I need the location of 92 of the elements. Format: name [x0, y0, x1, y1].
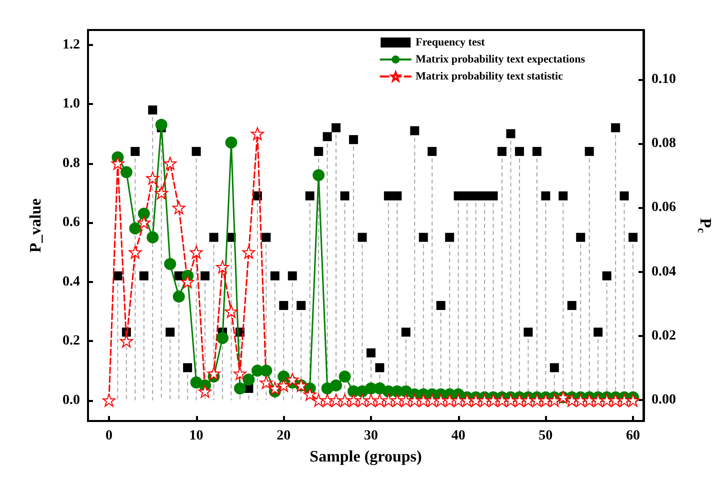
point — [541, 191, 550, 200]
point — [558, 191, 568, 200]
point — [338, 370, 351, 383]
point — [454, 191, 463, 200]
point — [375, 363, 384, 372]
point — [340, 191, 350, 200]
point — [620, 191, 629, 200]
y2-tick-label: 0.00 — [652, 392, 676, 408]
point — [410, 126, 420, 136]
x-tick-label: 30 — [364, 428, 378, 444]
y-tick-label: 1.2 — [62, 37, 80, 52]
y-tick-label: 0.0 — [62, 392, 80, 408]
point — [296, 300, 306, 310]
y-tick-label: 0.2 — [62, 334, 80, 349]
point — [216, 332, 229, 344]
point — [436, 300, 446, 310]
point — [148, 105, 158, 114]
point — [384, 191, 393, 200]
point — [462, 191, 472, 200]
x-tick-label: 10 — [189, 428, 204, 444]
y2-tick-label: 0.02 — [652, 328, 676, 344]
y2-tick-label: 0.06 — [652, 200, 676, 216]
x-axis-title: Sample (groups) — [310, 448, 422, 466]
point — [146, 231, 159, 244]
point — [262, 232, 271, 242]
point — [524, 328, 533, 337]
y-axis-title: P_value — [28, 198, 44, 253]
x-tick-label: 40 — [451, 428, 466, 444]
point — [209, 232, 218, 242]
point — [139, 271, 148, 280]
y-tick-label: 0.6 — [62, 215, 80, 230]
point — [225, 136, 238, 149]
y2-tick-label: 0.04 — [652, 264, 676, 280]
x-tick-label: 60 — [626, 428, 640, 444]
point — [498, 146, 507, 156]
point — [129, 222, 142, 234]
point — [288, 271, 297, 280]
point — [428, 146, 437, 156]
point — [418, 232, 428, 242]
point — [234, 382, 246, 394]
point — [594, 328, 603, 337]
point — [611, 123, 620, 132]
point — [260, 364, 272, 377]
point — [584, 146, 594, 156]
point — [366, 348, 376, 358]
legend-label: Matrix probability text statistic — [416, 70, 564, 82]
point — [628, 232, 638, 242]
y2-axis-title: Pc — [695, 218, 714, 233]
point — [164, 258, 176, 270]
x-tick-label: 20 — [276, 428, 291, 444]
y2-tick-label: 0.10 — [652, 72, 676, 87]
point — [358, 232, 367, 242]
point — [392, 191, 402, 200]
point — [270, 271, 280, 280]
y-tick-label: 0.8 — [62, 156, 80, 171]
point — [138, 208, 150, 220]
point — [514, 146, 524, 156]
x-tick-label: 0 — [105, 428, 112, 444]
point — [550, 363, 559, 372]
point — [192, 146, 201, 156]
point — [488, 191, 498, 200]
point — [200, 271, 210, 280]
point — [332, 123, 341, 132]
x-tick-label: 50 — [538, 428, 553, 444]
point — [172, 290, 185, 303]
point — [567, 300, 576, 310]
point — [305, 191, 314, 200]
point — [166, 328, 175, 337]
point — [242, 374, 255, 386]
point — [155, 118, 168, 131]
point — [322, 132, 332, 142]
point — [401, 328, 410, 337]
point — [480, 191, 490, 200]
point — [130, 146, 140, 156]
point — [314, 146, 324, 156]
point — [349, 135, 358, 144]
y-tick-label: 0.4 — [62, 274, 80, 290]
point — [506, 129, 516, 138]
point — [183, 363, 192, 372]
legend-label: Matrix probability text expectations — [416, 54, 586, 66]
y-tick-label: 1.0 — [62, 96, 80, 112]
point — [312, 169, 325, 182]
point — [330, 379, 342, 392]
point — [279, 300, 288, 310]
y2-tick-label: 0.08 — [652, 136, 676, 152]
point — [576, 232, 586, 242]
point — [532, 146, 542, 156]
point — [471, 191, 480, 200]
legend-label: Frequency test — [416, 36, 486, 48]
point — [120, 166, 132, 178]
point — [602, 271, 612, 280]
point — [445, 232, 454, 242]
